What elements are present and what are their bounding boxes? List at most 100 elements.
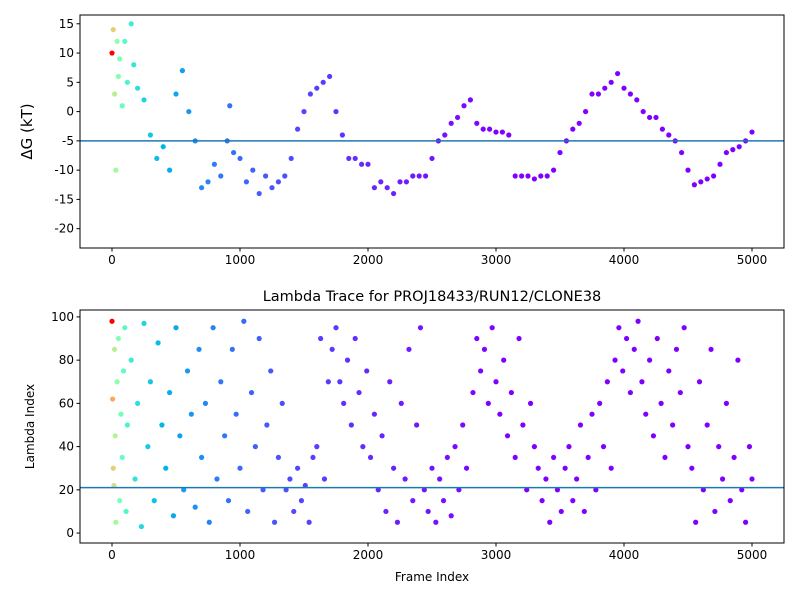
point (574, 476, 580, 482)
point (155, 340, 161, 346)
point (604, 379, 610, 385)
point (378, 179, 384, 185)
point (719, 476, 726, 482)
point (141, 97, 147, 103)
plot-area (80, 21, 784, 197)
y-tick-label: 10 (59, 46, 74, 60)
point (250, 167, 256, 173)
point (577, 422, 584, 428)
point (643, 411, 649, 417)
point (544, 173, 550, 179)
point (186, 108, 192, 115)
point (506, 132, 512, 138)
point (659, 126, 666, 132)
point (595, 91, 602, 97)
point (685, 167, 691, 173)
point (444, 454, 450, 461)
point (410, 498, 416, 504)
point (341, 400, 347, 406)
point (160, 144, 166, 150)
point (231, 149, 237, 156)
y-axis-label: ΔG (kT) (18, 103, 36, 159)
point (135, 85, 141, 91)
point (612, 357, 618, 363)
point (666, 132, 672, 138)
point (147, 132, 153, 138)
point (704, 176, 710, 182)
point (497, 411, 503, 417)
point (211, 161, 217, 167)
point (371, 411, 377, 417)
y-tick-label: 80 (59, 353, 74, 367)
point (739, 487, 745, 493)
point (616, 325, 622, 331)
point (730, 147, 736, 153)
point (581, 508, 587, 515)
point (260, 487, 266, 493)
point (520, 422, 526, 428)
point (367, 454, 374, 461)
point (359, 161, 365, 167)
point (371, 185, 377, 191)
point (179, 68, 185, 74)
point (585, 454, 591, 461)
point (113, 167, 119, 173)
point (403, 179, 409, 185)
point (749, 129, 755, 135)
point (508, 389, 514, 396)
point (282, 173, 288, 179)
x-axis-label: Frame Index (395, 570, 469, 584)
point (138, 523, 145, 530)
point (623, 335, 630, 342)
point (206, 519, 212, 525)
point (735, 357, 741, 363)
point (398, 400, 404, 406)
point (654, 335, 660, 342)
point (225, 498, 232, 504)
point (248, 389, 255, 396)
point (264, 422, 270, 428)
point (743, 519, 749, 525)
x-tick-label: 4000 (609, 253, 640, 267)
point (700, 487, 706, 493)
point (666, 368, 672, 374)
point (269, 185, 275, 191)
point (111, 482, 117, 489)
point (474, 120, 480, 126)
point (314, 444, 320, 450)
point (118, 411, 124, 417)
point (481, 346, 488, 352)
point (429, 155, 435, 162)
point (711, 173, 717, 179)
point (493, 379, 499, 385)
point (375, 487, 381, 493)
point (329, 346, 335, 352)
point (589, 91, 595, 97)
point (600, 444, 607, 450)
point (291, 508, 297, 515)
point (256, 335, 262, 342)
point (402, 476, 408, 482)
point (460, 422, 466, 428)
point (679, 149, 685, 156)
point (114, 38, 120, 44)
point (543, 476, 549, 482)
point (115, 73, 121, 80)
point (237, 465, 243, 471)
y-tick-label: 0 (66, 105, 74, 119)
point (352, 155, 358, 162)
point (527, 400, 534, 406)
point (237, 155, 243, 162)
point (423, 173, 429, 179)
point (188, 411, 194, 417)
point (256, 190, 262, 197)
x-tick-label: 2000 (353, 548, 384, 562)
point (531, 176, 538, 182)
point (310, 454, 316, 461)
point (109, 50, 115, 56)
point (414, 422, 420, 428)
x-tick-label: 0 (108, 548, 116, 562)
point (173, 325, 179, 331)
y-tick-label: 20 (59, 483, 74, 497)
point (615, 70, 621, 77)
